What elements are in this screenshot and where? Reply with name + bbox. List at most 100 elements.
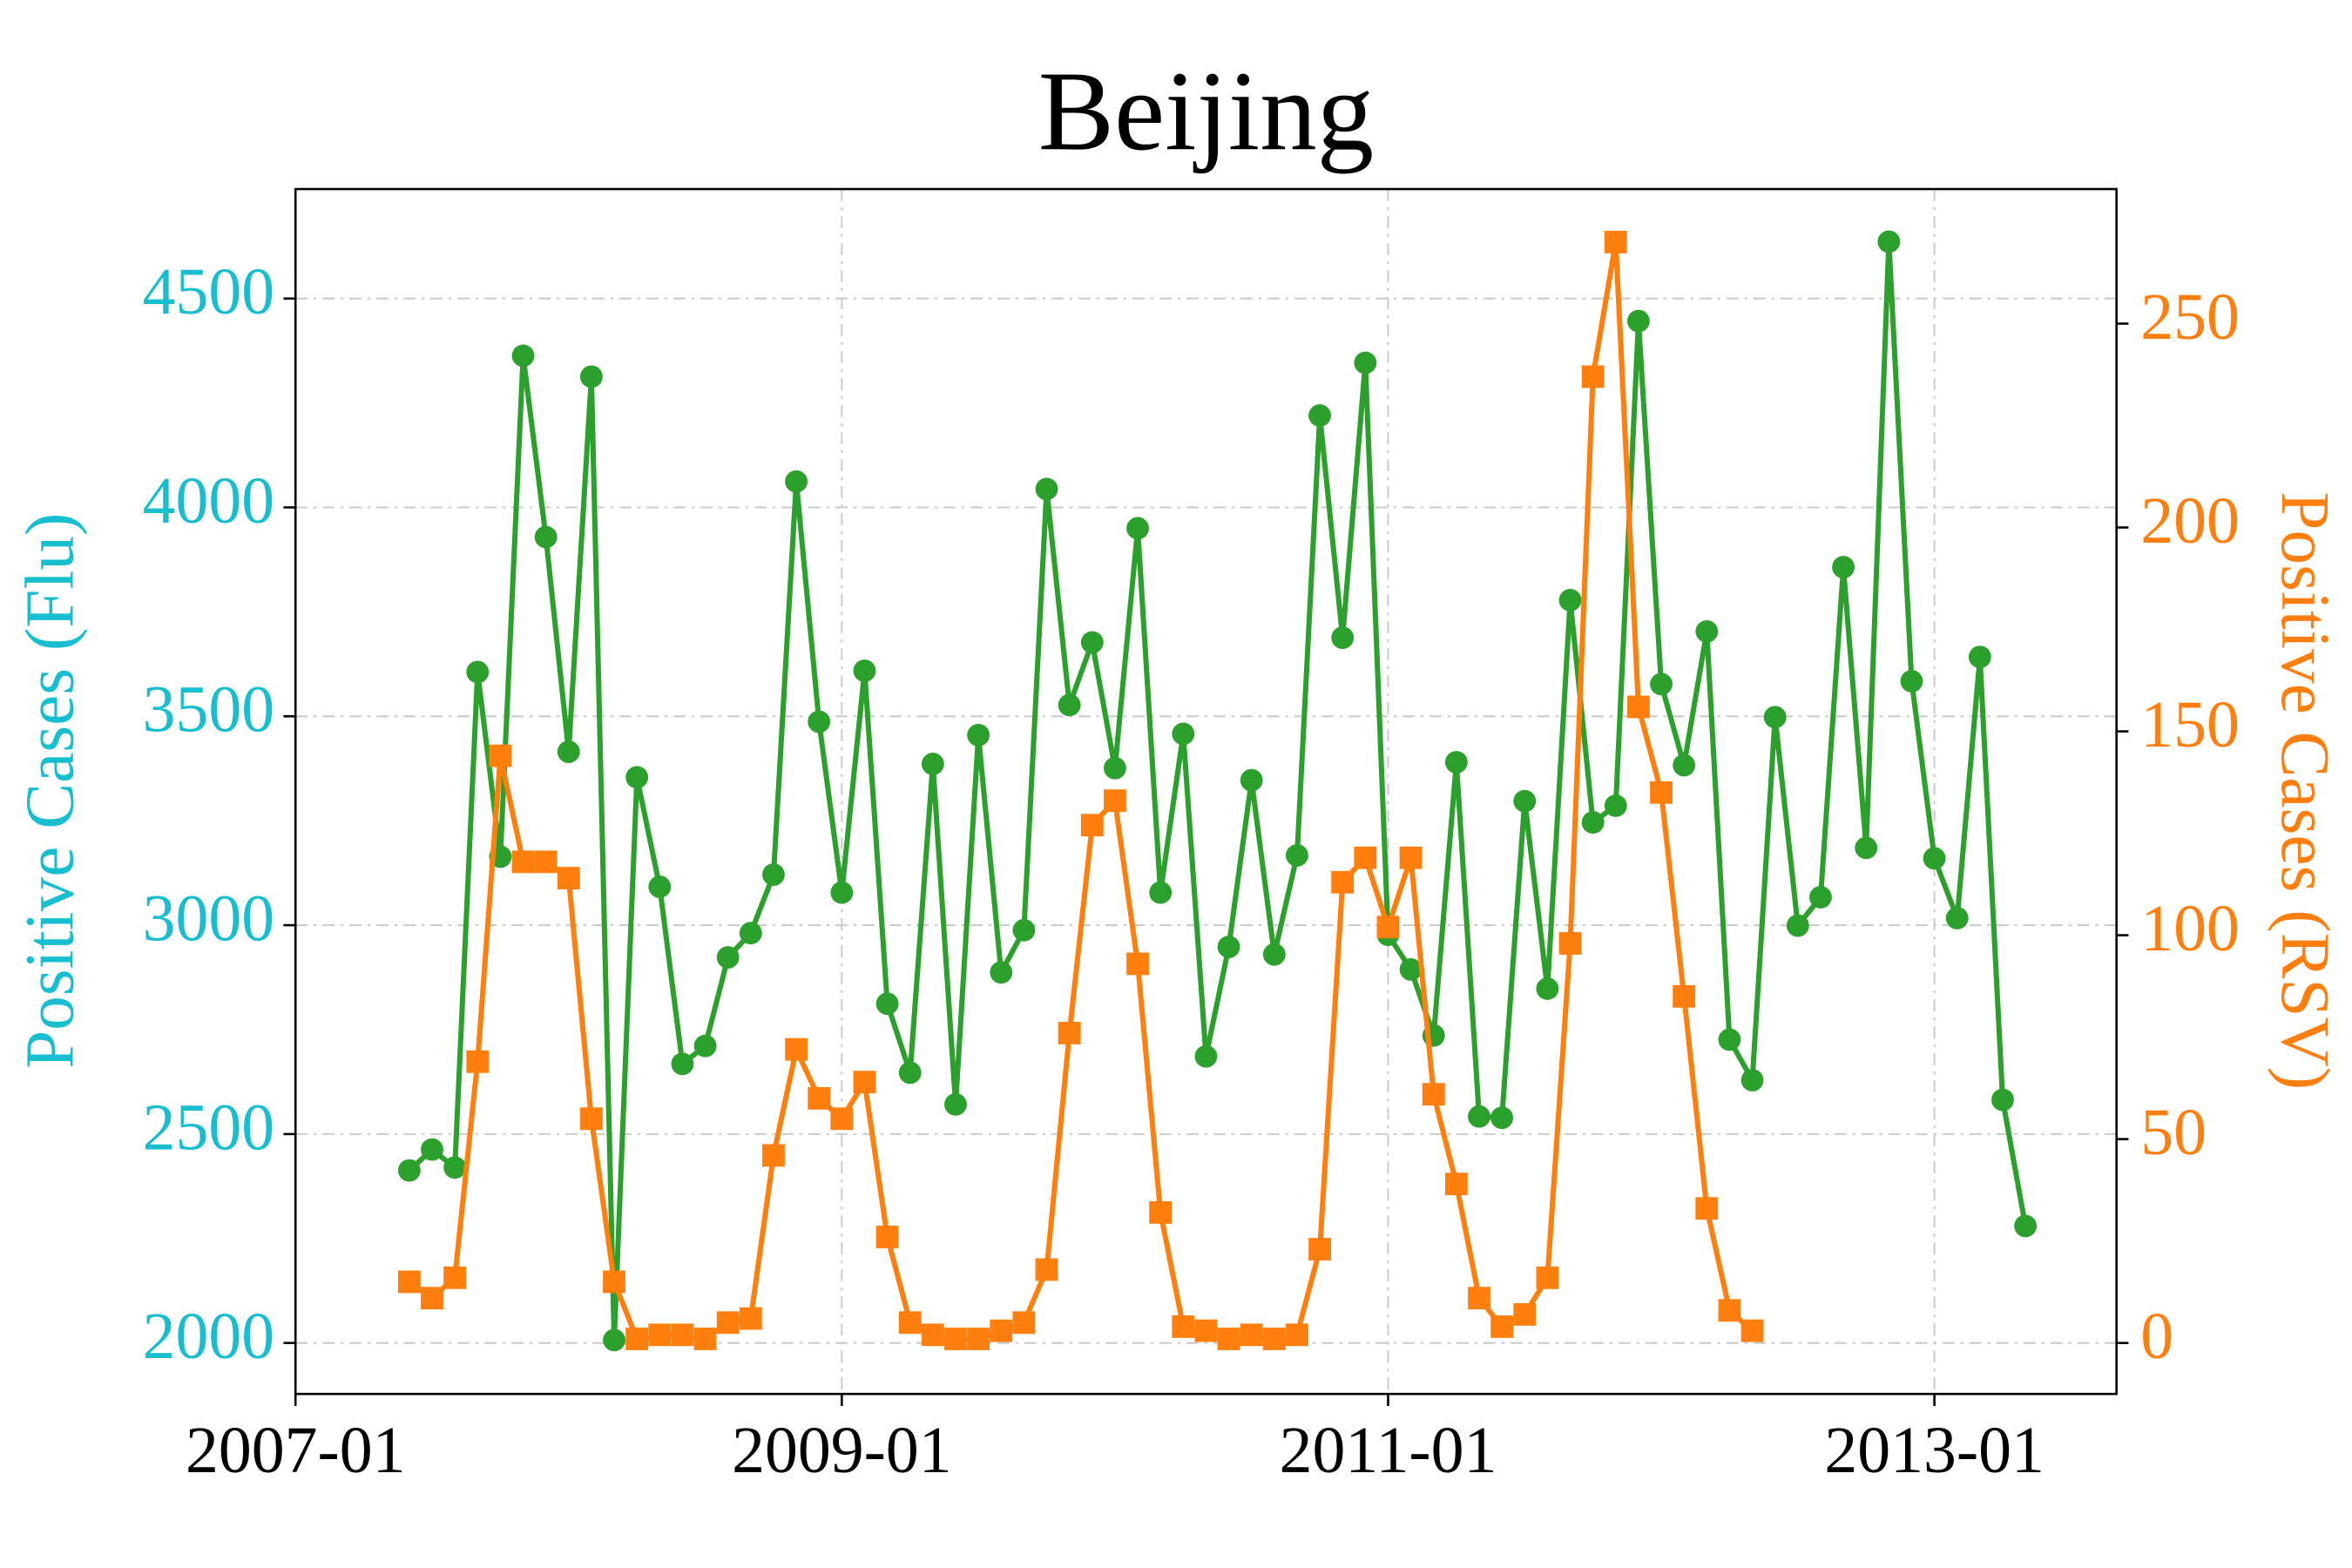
point [1308, 1238, 1332, 1260]
point [557, 740, 580, 763]
point [1376, 916, 1400, 939]
point [1172, 1315, 1195, 1338]
point [853, 659, 876, 682]
point [1399, 958, 1423, 981]
y-tick-label: 4500 [143, 255, 275, 328]
point [625, 766, 649, 789]
point [830, 1107, 854, 1131]
point [1513, 789, 1537, 813]
point [739, 922, 762, 945]
x-tick-label: 2009-01 [732, 1414, 951, 1487]
point [1627, 309, 1650, 333]
y2-tick-label: 250 [2140, 280, 2240, 354]
point [580, 365, 603, 389]
point [443, 1266, 467, 1289]
point [1855, 836, 1878, 860]
point [693, 1034, 717, 1058]
y2-axis-label: Positive Cases (RSV) [2267, 491, 2343, 1090]
chart-title: Beijing [1038, 48, 1374, 174]
y2-tick-label: 200 [2140, 484, 2240, 558]
point [1035, 1258, 1058, 1281]
point [739, 1307, 762, 1330]
point [603, 1270, 625, 1294]
point [1695, 620, 1719, 643]
point [1809, 886, 1832, 909]
point [1331, 626, 1355, 650]
y-tick-label: 4000 [143, 464, 275, 537]
point [648, 875, 672, 898]
point [1581, 365, 1605, 389]
point [2014, 1214, 2038, 1238]
point [1900, 670, 1923, 693]
point [1581, 811, 1605, 835]
point [875, 1226, 899, 1248]
y-tick-label: 3000 [143, 882, 275, 955]
point [921, 753, 944, 775]
point [603, 1328, 625, 1352]
point [397, 1159, 421, 1182]
point [853, 1071, 876, 1094]
y-tick-label: 2500 [143, 1091, 275, 1164]
point [1536, 1266, 1559, 1289]
point [1194, 1319, 1218, 1342]
point [557, 867, 580, 889]
point [1286, 1323, 1308, 1347]
point [990, 1319, 1013, 1342]
point [1012, 1311, 1036, 1335]
point [1877, 230, 1901, 253]
point [1240, 768, 1263, 792]
point [1058, 1022, 1081, 1044]
point [1354, 846, 1377, 869]
point [1650, 672, 1673, 696]
point [1695, 1197, 1719, 1220]
point [1718, 1299, 1741, 1322]
point [785, 1037, 808, 1061]
point [1058, 693, 1081, 717]
point [1194, 1044, 1218, 1068]
point [1399, 846, 1423, 869]
point [921, 1323, 944, 1347]
series-line [407, 241, 2029, 1341]
point [1673, 984, 1696, 1008]
point [489, 744, 512, 767]
point [671, 1052, 694, 1076]
point [1650, 781, 1673, 804]
y-tick-label: 3500 [143, 673, 275, 747]
point [1308, 404, 1332, 427]
point [671, 1323, 694, 1347]
point [762, 1144, 785, 1167]
point [1513, 1302, 1537, 1326]
point [785, 470, 808, 493]
point [648, 1323, 672, 1347]
point [1763, 706, 1787, 729]
point [443, 1156, 467, 1179]
point [1490, 1315, 1514, 1338]
point [1149, 881, 1173, 904]
point [421, 1138, 443, 1161]
point [1080, 631, 1104, 654]
point [466, 1050, 490, 1073]
point [1217, 936, 1240, 958]
point [716, 1311, 740, 1335]
y2-tick-label: 50 [2140, 1096, 2207, 1169]
point [808, 1086, 831, 1110]
point [967, 1328, 990, 1350]
point [1444, 1173, 1468, 1196]
point [625, 1328, 649, 1350]
x-tick-label: 2013-01 [1824, 1414, 2044, 1487]
point [1172, 722, 1195, 746]
point [1673, 754, 1696, 777]
point [1104, 789, 1126, 813]
point [1331, 870, 1355, 894]
point [1740, 1069, 1764, 1092]
point [511, 850, 535, 874]
point [944, 1092, 967, 1116]
point [1604, 230, 1627, 253]
point [1740, 1319, 1764, 1342]
point [1354, 351, 1377, 375]
y-tick-label: 2000 [143, 1300, 275, 1373]
point [1126, 952, 1149, 976]
x-tick-label: 2007-01 [186, 1414, 405, 1487]
point [1832, 556, 1855, 578]
